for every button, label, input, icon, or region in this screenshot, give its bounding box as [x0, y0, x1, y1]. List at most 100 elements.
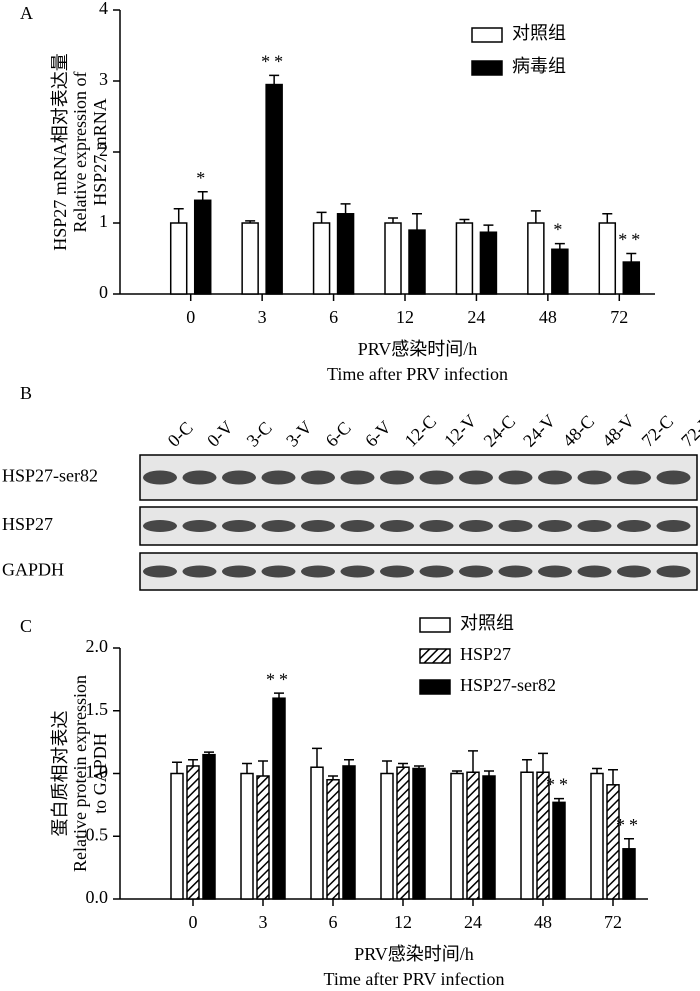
y-tick-label: 0.0 [86, 887, 109, 907]
bar [466, 771, 480, 900]
error-bar [412, 213, 422, 231]
legend-label: HSP27 [460, 644, 511, 664]
bar [272, 697, 286, 900]
error-bar [608, 768, 618, 785]
y-tick-label: 1.0 [86, 762, 109, 782]
row-label: GAPDH [2, 560, 64, 580]
bar [527, 222, 545, 295]
blot-band [577, 520, 612, 532]
error-bar [382, 760, 392, 774]
error-bar [172, 761, 182, 774]
legend-swatch [419, 679, 451, 695]
panel-label: B [20, 383, 32, 403]
lane-label: 6-C [322, 418, 355, 451]
bar [598, 222, 617, 295]
lane-label: 48-V [598, 410, 638, 450]
error-bar [414, 765, 424, 769]
error-bar [468, 750, 478, 773]
legend-swatch [419, 617, 451, 633]
error-bar [554, 797, 564, 803]
error-bar [197, 191, 208, 201]
blot-band [459, 520, 493, 532]
blot-band [617, 470, 651, 485]
blot-band [182, 520, 217, 532]
error-bar [328, 775, 338, 780]
error-bar [316, 211, 327, 223]
blot-band [538, 470, 572, 485]
blot-band [143, 565, 177, 578]
blot-band [498, 565, 533, 578]
y-tick-label: 4 [99, 0, 108, 18]
x-tick-label: 12 [394, 912, 412, 932]
error-bar [522, 758, 532, 773]
x-tick-label: 6 [329, 912, 338, 932]
blot-band [340, 565, 375, 578]
significance: ** [261, 51, 287, 71]
bar [590, 772, 604, 900]
blot-band [340, 520, 375, 532]
x-tick-label: 3 [259, 912, 268, 932]
error-bar [484, 770, 494, 777]
x-axis-label: Time after PRV infection [323, 969, 504, 989]
y-tick-label: 0.5 [86, 824, 109, 844]
error-bar [530, 210, 541, 223]
x-axis-label: PRV感染时间/h [358, 339, 478, 359]
bar [482, 775, 496, 900]
error-bar [398, 762, 408, 768]
y-tick-label: 1.5 [86, 699, 109, 719]
blot-band [301, 520, 335, 532]
blot-band [301, 565, 335, 578]
lane-label: 12-V [440, 410, 480, 450]
blot-band [222, 520, 256, 532]
error-bar [204, 751, 214, 755]
blot-band [261, 565, 296, 578]
y-tick-label: 1 [99, 211, 108, 231]
bar [241, 222, 259, 295]
error-bar [483, 224, 494, 233]
bar [342, 765, 356, 900]
lane-label: 0-V [203, 417, 237, 451]
bar [380, 772, 394, 900]
bar [622, 261, 641, 295]
blot-band [459, 565, 493, 578]
bar [384, 222, 402, 295]
x-tick-label: 0 [189, 912, 198, 932]
bar [240, 772, 254, 900]
blot-band [380, 520, 414, 532]
bar [256, 775, 270, 900]
bar [186, 765, 200, 900]
x-tick-label: 3 [258, 307, 267, 327]
error-bar [624, 838, 634, 849]
error-bar [258, 760, 268, 777]
x-tick-label: 48 [534, 912, 552, 932]
lane-label: 6-V [361, 417, 395, 451]
blot-band [538, 565, 572, 578]
error-bar [626, 252, 637, 263]
blot-band [143, 470, 177, 485]
blot-band [498, 520, 533, 532]
blot-band [577, 470, 612, 485]
bar [412, 767, 426, 900]
lane-label: 24-V [519, 410, 559, 450]
error-bar [312, 747, 322, 768]
x-tick-label: 6 [329, 307, 338, 327]
blot-band [656, 470, 691, 485]
blot-band [182, 470, 217, 485]
error-bar [554, 242, 565, 250]
lane-label: 72-V [677, 410, 700, 450]
x-tick-label: 72 [610, 307, 628, 327]
bar [265, 83, 283, 295]
x-tick-label: 24 [467, 307, 485, 327]
bar [551, 248, 569, 295]
error-bar [344, 758, 354, 766]
error-bar [269, 74, 280, 85]
lane-label: 24-C [480, 411, 520, 451]
bar [479, 231, 498, 295]
blot-band [222, 565, 256, 578]
bar [170, 772, 184, 900]
x-tick-label: 0 [186, 307, 195, 327]
blot-band [340, 470, 375, 485]
bar [552, 801, 566, 900]
significance: ** [618, 230, 644, 250]
